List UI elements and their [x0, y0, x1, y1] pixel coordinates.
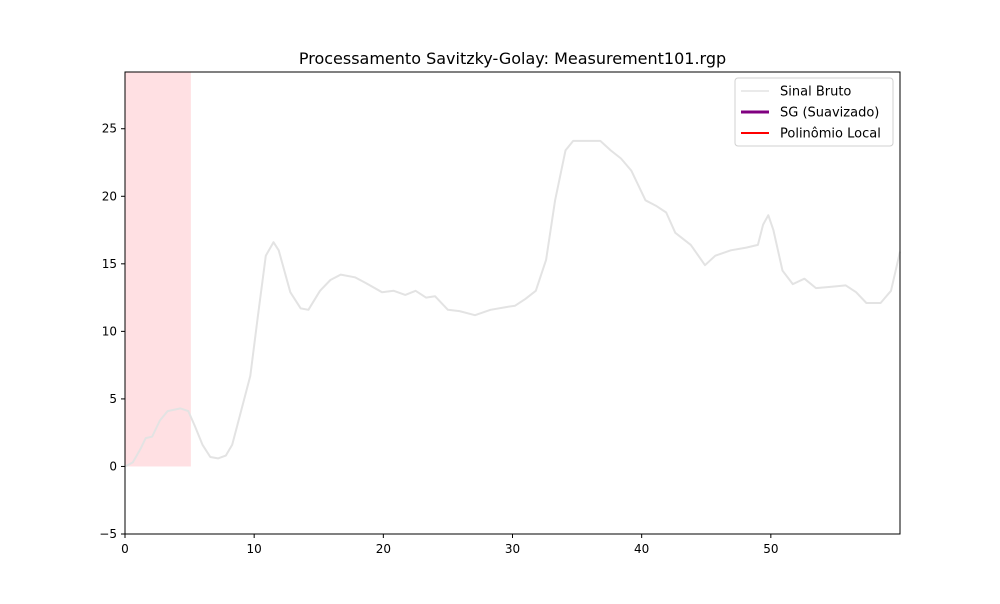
legend-label-1: SG (Suavizado) [780, 106, 879, 121]
y-tick-label: 25 [102, 122, 117, 136]
plot-area [124, 72, 901, 468]
legend: Sinal Bruto SG (Suavizado) Polinômio Local [734, 77, 894, 147]
axis-ticks: 0 10 20 30 40 50 −5 0 5 10 15 20 25 [99, 122, 778, 556]
x-tick-label: 10 [247, 542, 262, 556]
x-tick-label: 0 [121, 542, 129, 556]
x-tick-label: 40 [634, 542, 649, 556]
x-tick-label: 50 [763, 542, 778, 556]
legend-box [734, 77, 894, 147]
y-tick-label: −5 [99, 527, 117, 541]
legend-label-2: Polinômio Local [780, 127, 881, 142]
chart-title: Processamento Savitzky-Golay: Measuremen… [299, 49, 726, 68]
y-tick-label: 0 [109, 459, 117, 473]
y-tick-label: 10 [102, 324, 117, 338]
highlight-window [125, 72, 191, 467]
x-tick-label: 30 [505, 542, 520, 556]
series-line-0 [124, 139, 901, 468]
y-tick-label: 20 [102, 189, 117, 203]
legend-label-0: Sinal Bruto [780, 85, 851, 100]
x-tick-label: 20 [376, 542, 391, 556]
y-tick-label: 15 [102, 257, 117, 271]
y-tick-label: 5 [109, 392, 117, 406]
